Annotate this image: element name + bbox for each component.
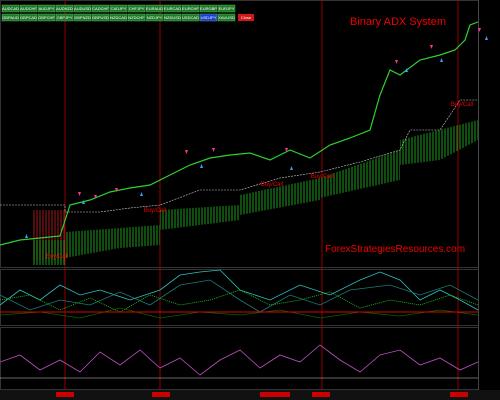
- symbol-button[interactable]: [37, 4, 56, 13]
- symbol-button[interactable]: [73, 13, 92, 22]
- signal-label: Buy/Call: [261, 182, 283, 188]
- symbol-button-label: GBPAUD: [2, 15, 19, 20]
- symbol-button[interactable]: [91, 4, 110, 13]
- symbol-button[interactable]: [73, 4, 92, 13]
- watermark: ForexStrategiesResources.com: [325, 244, 465, 255]
- symbol-button-label: GBPCHF: [38, 15, 55, 20]
- symbol-button[interactable]: [163, 13, 182, 22]
- symbol-button-label: AUDCAD: [2, 6, 19, 11]
- symbol-button-label: GBPNZD: [74, 15, 91, 20]
- symbol-button[interactable]: [37, 13, 56, 22]
- symbol-button-label: CADCHF: [92, 6, 109, 11]
- symbol-button[interactable]: [181, 13, 200, 22]
- time-axis: [0, 390, 500, 400]
- signal-label: Buy/Call: [144, 208, 166, 214]
- symbol-button[interactable]: [145, 4, 164, 13]
- close-button-label: Close: [241, 15, 252, 20]
- symbol-button[interactable]: [19, 13, 38, 22]
- signal-arrows: [25, 28, 488, 238]
- symbol-button-label: AUDNZD: [56, 6, 73, 11]
- symbol-button[interactable]: [1, 4, 20, 13]
- symbol-button[interactable]: [19, 4, 38, 13]
- symbol-button[interactable]: [55, 13, 74, 22]
- symbol-button-label: NZDJPY: [147, 15, 163, 20]
- atr-pane: [0, 344, 479, 379]
- symbol-button-label: USDCAD: [182, 15, 199, 20]
- symbol-button[interactable]: [217, 4, 236, 13]
- symbol-button[interactable]: [163, 4, 182, 13]
- adx-pane: [0, 269, 479, 319]
- symbol-button-label: GBPUSD: [92, 15, 109, 20]
- signal-label: Buy/Call: [311, 174, 333, 180]
- symbol-button-label: AUDUSD: [74, 6, 91, 11]
- symbol-button-label: EURAUD: [146, 6, 163, 11]
- symbol-button-label: XAUUSD: [218, 15, 235, 20]
- symbol-button[interactable]: [109, 13, 128, 22]
- symbol-button[interactable]: [145, 13, 164, 22]
- symbol-button-label: CADJPY: [111, 6, 127, 11]
- symbol-button[interactable]: [91, 13, 110, 22]
- symbol-button-label: GBPCAD: [20, 15, 37, 20]
- chart-title: Binary ADX System: [350, 16, 446, 28]
- symbol-button[interactable]: [127, 4, 146, 13]
- symbol-button-label: EURJPY: [219, 6, 235, 11]
- day-separators: [64, 0, 459, 390]
- session-markers: [56, 392, 468, 397]
- symbol-button[interactable]: [55, 4, 74, 13]
- symbol-button-label: NZDCAD: [110, 15, 127, 20]
- symbol-button-label: AUDCHF: [20, 6, 37, 11]
- symbol-button[interactable]: [109, 4, 128, 13]
- signal-label: Buy/Call: [46, 254, 68, 260]
- symbol-button-label: EURCHF: [182, 6, 199, 11]
- symbol-button[interactable]: [181, 4, 200, 13]
- symbol-button-label: USDJPY: [201, 15, 217, 20]
- symbol-button[interactable]: [199, 13, 218, 22]
- symbol-button-label: NZDCHF: [128, 15, 145, 20]
- symbol-button-label: EURGBP: [200, 6, 217, 11]
- symbol-button[interactable]: [217, 13, 236, 22]
- signal-label: Buy/Call: [451, 102, 473, 108]
- symbol-button[interactable]: [127, 13, 146, 22]
- cloud: [32, 120, 478, 265]
- symbol-button-label: EURCAD: [164, 6, 181, 11]
- symbol-button-label: NZDUSD: [164, 15, 181, 20]
- symbol-button-label: CHFJPY: [129, 6, 145, 11]
- symbol-button[interactable]: [199, 4, 218, 13]
- symbol-button[interactable]: [1, 13, 20, 22]
- symbol-button-label: AUDJPY: [39, 6, 55, 11]
- trailing-stop: [0, 99, 478, 213]
- symbol-button-label: GBPJPY: [57, 15, 73, 20]
- pane-frames: [0, 0, 479, 390]
- close-button[interactable]: [238, 14, 254, 21]
